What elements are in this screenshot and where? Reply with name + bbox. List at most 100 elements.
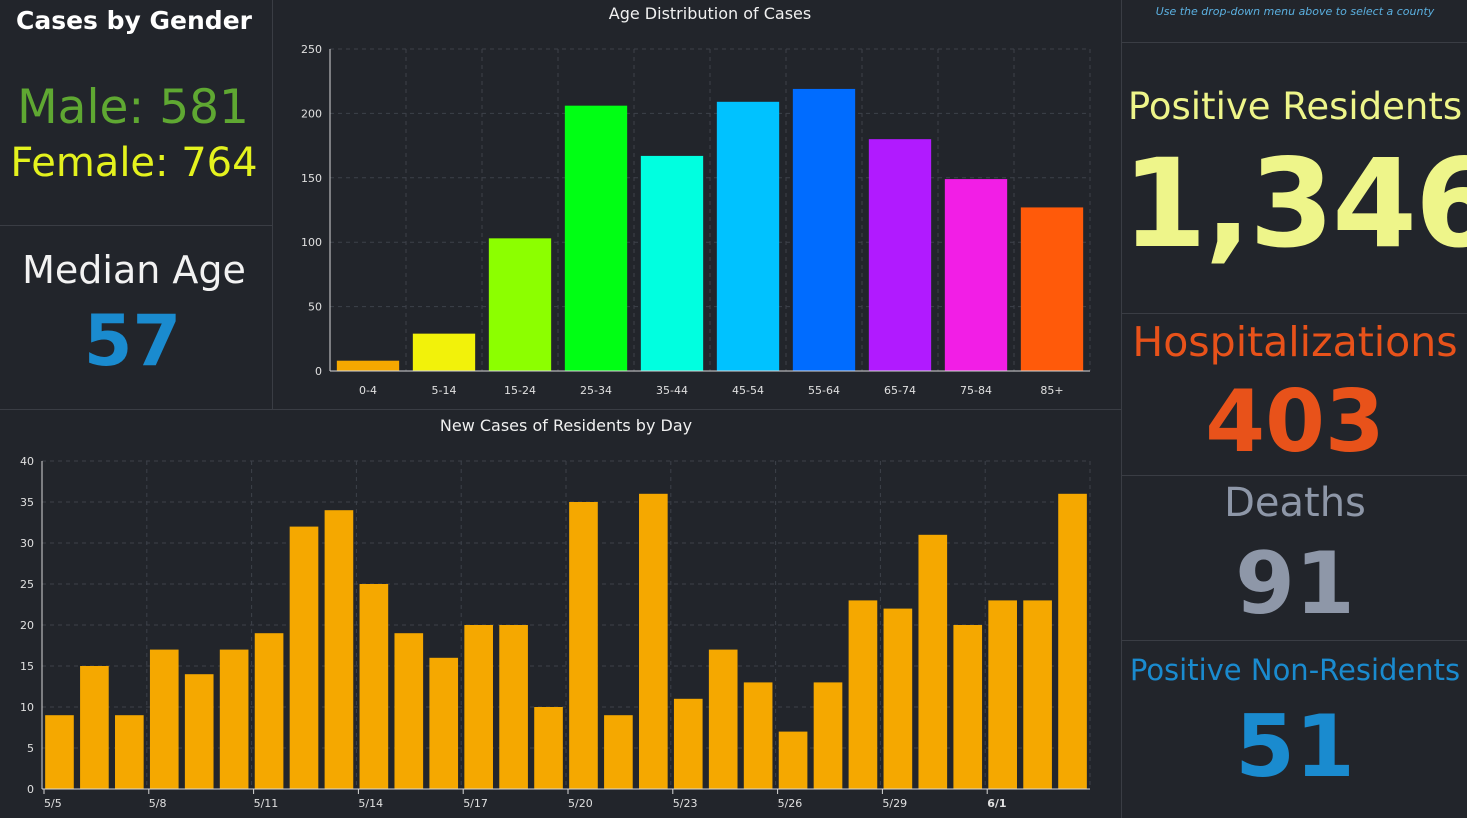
y-tick-label: 40 bbox=[20, 455, 34, 468]
bar-25-34[interactable] bbox=[564, 105, 628, 371]
y-tick-label: 10 bbox=[20, 701, 34, 714]
county-select-hint: Use the drop-down menu above to select a… bbox=[1155, 5, 1435, 18]
hospitalizations-label: Hospitalizations bbox=[1132, 318, 1458, 366]
bar-5-5[interactable] bbox=[45, 715, 74, 789]
positive-nonresidents-value: 51 bbox=[1235, 697, 1355, 797]
y-tick-label: 5 bbox=[27, 742, 34, 755]
bar-5-13[interactable] bbox=[324, 510, 354, 789]
chart-title: New Cases of Residents by Day bbox=[440, 416, 692, 435]
x-tick-label: 5/23 bbox=[673, 797, 698, 810]
bar-5-25[interactable] bbox=[743, 682, 773, 789]
bar-5-12[interactable] bbox=[289, 526, 319, 789]
bar-85+[interactable] bbox=[1020, 207, 1084, 371]
bar-0-4[interactable] bbox=[336, 360, 400, 371]
median-age-title: Median Age bbox=[22, 248, 246, 292]
x-tick-label: 0-4 bbox=[359, 384, 377, 397]
bar-6-3[interactable] bbox=[1058, 493, 1087, 789]
x-tick-label: 65-74 bbox=[884, 384, 916, 397]
x-tick-label: 25-34 bbox=[580, 384, 612, 397]
hospitalizations-value: 403 bbox=[1205, 372, 1385, 472]
hospitalizations-card: Hospitalizations 403 bbox=[1122, 313, 1467, 475]
positive-nonresidents-card: Positive Non-Residents 51 bbox=[1122, 640, 1467, 818]
bar-5-9[interactable] bbox=[184, 674, 214, 789]
bar-5-6[interactable] bbox=[80, 666, 109, 789]
bar-5-7[interactable] bbox=[115, 715, 144, 789]
male-count: Male: 581 bbox=[17, 80, 249, 135]
x-tick-label: 5/20 bbox=[568, 797, 593, 810]
bar-5-17[interactable] bbox=[464, 625, 493, 789]
y-tick-label: 250 bbox=[301, 43, 322, 56]
y-tick-label: 20 bbox=[20, 619, 34, 632]
bar-5-14[interactable] bbox=[359, 584, 389, 789]
bar-55-64[interactable] bbox=[792, 88, 856, 371]
median-age-panel: Median Age 57 bbox=[0, 226, 273, 409]
x-tick-label: 5/17 bbox=[463, 797, 488, 810]
bar-75-84[interactable] bbox=[944, 179, 1008, 371]
bar-5-24[interactable] bbox=[708, 649, 738, 789]
positive-residents-value: 1,346 bbox=[1122, 133, 1467, 275]
deaths-card: Deaths 91 bbox=[1122, 475, 1467, 640]
daily-cases-svg: New Cases of Residents by Day 0 5 10 15 20 25 3… bbox=[20, 416, 1091, 810]
age-distribution-chart[interactable]: Age Distribution of Cases 0 50 100 150 200 250… bbox=[273, 0, 1122, 409]
bar-5-16[interactable] bbox=[429, 657, 459, 789]
y-tick-label: 15 bbox=[20, 660, 34, 673]
x-tick-label: 5/26 bbox=[778, 797, 803, 810]
x-tick-label: 5/11 bbox=[254, 797, 279, 810]
bar-5-23[interactable] bbox=[673, 698, 703, 789]
bar-5-27[interactable] bbox=[813, 682, 843, 789]
bar-45-54[interactable] bbox=[716, 101, 780, 372]
bar-5-29[interactable] bbox=[883, 608, 913, 789]
bar-5-31[interactable] bbox=[953, 625, 983, 789]
bar-5-19[interactable] bbox=[534, 707, 563, 789]
daily-cases-chart[interactable]: New Cases of Residents by Day 0 5 10 15 20 25 3… bbox=[0, 409, 1122, 818]
bar-5-28[interactable] bbox=[848, 600, 878, 789]
positive-nonresidents-label: Positive Non-Residents bbox=[1129, 653, 1461, 687]
y-tick-label: 0 bbox=[27, 783, 34, 796]
y-tick-label: 200 bbox=[301, 107, 322, 120]
bar-5-10[interactable] bbox=[219, 649, 249, 789]
y-tick-label: 50 bbox=[308, 301, 322, 314]
bar-5-20[interactable] bbox=[569, 502, 598, 789]
bar-5-18[interactable] bbox=[499, 625, 528, 789]
bar-5-15[interactable] bbox=[394, 633, 424, 789]
x-tick-label: 5/29 bbox=[882, 797, 907, 810]
chart-title: Age Distribution of Cases bbox=[609, 4, 811, 23]
x-tick-label: 5/5 bbox=[44, 797, 62, 810]
bar-5-30[interactable] bbox=[918, 534, 948, 789]
bar-35-44[interactable] bbox=[640, 155, 704, 371]
bar-5-21[interactable] bbox=[604, 715, 633, 789]
gender-title: Cases by Gender bbox=[16, 6, 252, 35]
stats-panel: Use the drop-down menu above to select a… bbox=[1121, 0, 1467, 818]
x-tick-label: 5/8 bbox=[149, 797, 167, 810]
bar-5-11[interactable] bbox=[254, 633, 284, 789]
deaths-label: Deaths bbox=[1224, 480, 1366, 526]
x-tick-label: 75-84 bbox=[960, 384, 992, 397]
positive-residents-card: Positive Residents 1,346 bbox=[1122, 42, 1467, 313]
bar-15-24[interactable] bbox=[488, 238, 552, 371]
x-tick-label: 45-54 bbox=[732, 384, 764, 397]
x-tick-label: 35-44 bbox=[656, 384, 688, 397]
x-tick-label: 15-24 bbox=[504, 384, 536, 397]
x-tick-label: 85+ bbox=[1040, 384, 1063, 397]
deaths-value: 91 bbox=[1235, 534, 1355, 634]
x-tick-label: 6/1 bbox=[987, 797, 1006, 810]
positive-residents-label: Positive Residents bbox=[1127, 85, 1463, 128]
bar-5-22[interactable] bbox=[639, 493, 668, 789]
bar-6-2[interactable] bbox=[1023, 600, 1052, 789]
x-tick-label: 5-14 bbox=[432, 384, 457, 397]
y-tick-label: 30 bbox=[20, 537, 34, 550]
bar-5-14[interactable] bbox=[412, 333, 476, 371]
y-tick-label: 100 bbox=[301, 236, 322, 249]
y-tick-label: 25 bbox=[20, 578, 34, 591]
gender-panel: Cases by Gender Male: 581 Female: 764 bbox=[0, 0, 273, 226]
age-distribution-svg: Age Distribution of Cases 0 50 100 150 200 250… bbox=[301, 4, 1091, 397]
y-tick-label: 150 bbox=[301, 172, 322, 185]
x-tick-label: 55-64 bbox=[808, 384, 840, 397]
median-age-value: 57 bbox=[83, 300, 182, 382]
bar-65-74[interactable] bbox=[868, 139, 932, 371]
bar-5-26[interactable] bbox=[778, 731, 808, 789]
bar-6-1[interactable] bbox=[988, 600, 1017, 789]
bar-5-8[interactable] bbox=[149, 649, 179, 789]
x-tick-label: 5/14 bbox=[358, 797, 383, 810]
y-tick-label: 0 bbox=[315, 365, 322, 378]
